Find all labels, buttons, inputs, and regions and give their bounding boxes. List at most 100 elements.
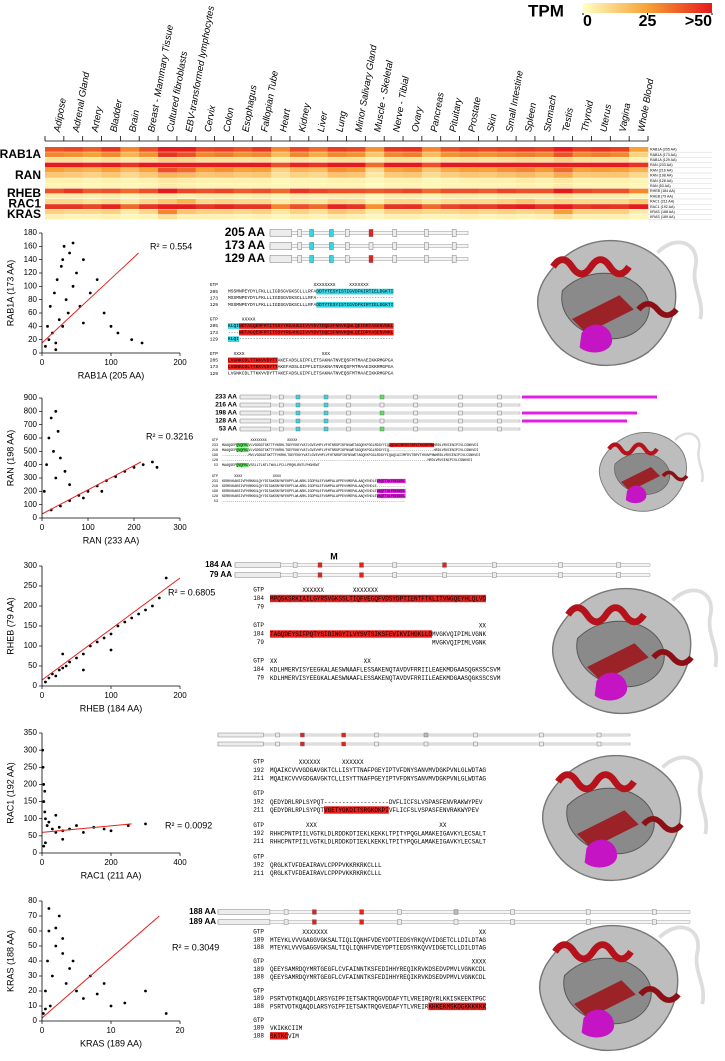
heatmap-cell — [308, 214, 328, 220]
sequence-segment: MSSMNPEYDYLFKLLLIGDSGVGKSCLLLRFA — [228, 302, 316, 308]
sequence-row: QEEYSAMRDQYMRTGEGFLCVFAINNTKSFEDIHHYREQI… — [270, 974, 486, 981]
x-tick-label: 0 — [40, 858, 45, 867]
heatmap-cell — [45, 199, 65, 204]
exon — [616, 572, 621, 578]
y-tick-label: 800 — [24, 406, 38, 415]
heatmap-cell — [308, 209, 328, 215]
alignment-row-label: 205 — [210, 289, 219, 295]
heatmap-cell — [176, 162, 197, 168]
sequence-segment: XXXXXXX XX — [270, 929, 486, 936]
heatmap-cell — [214, 152, 234, 157]
heatmap-cell — [534, 173, 555, 178]
exon — [345, 229, 350, 237]
heatmap-cell — [497, 209, 517, 215]
exon — [329, 255, 334, 263]
heatmap-cell — [365, 162, 385, 168]
heatmap-cell — [271, 199, 291, 204]
alignment-row-label: 233 — [212, 444, 218, 448]
scatter-point — [55, 278, 59, 282]
heatmap-cell — [63, 147, 83, 152]
isoform-structure-label: 205 AA — [225, 225, 266, 239]
sequence-segment: ---------------------- — [389, 449, 434, 453]
tissue-label: Esophagus — [240, 84, 259, 133]
scatter-point — [102, 982, 106, 985]
heatmap-cell — [45, 178, 65, 183]
heatmap-cell — [553, 178, 573, 183]
exon — [234, 562, 281, 568]
r-squared: R² = 0.0092 — [165, 820, 212, 830]
alignment-row-label: 53 — [214, 464, 218, 468]
isoform-label: RAN (198 AA) — [650, 174, 673, 178]
helix — [552, 941, 634, 963]
heatmap-cell — [516, 152, 536, 157]
heatmap-cell — [308, 167, 328, 173]
heatmap-cell — [572, 162, 592, 168]
heatmap-cell — [139, 152, 159, 157]
x-tick-label: 20 — [176, 1026, 185, 1035]
exon — [239, 426, 271, 432]
heatmap-cell — [45, 204, 65, 209]
heatmap-cell — [195, 188, 215, 194]
heatmap-cell — [459, 183, 479, 189]
heatmap-cell — [327, 188, 347, 194]
heatmap-cell — [591, 214, 611, 220]
sequence-row: LVGNKCDLTTKKVVDYTTAKEFADSLGIPFLETSAKNATN… — [228, 358, 394, 364]
scatter-point — [47, 820, 51, 824]
heatmap-cell — [629, 199, 649, 204]
isoform-label: RAN (128 AA) — [650, 179, 673, 183]
y-tick-label: 300 — [24, 473, 38, 482]
heatmap-cell — [497, 214, 517, 220]
heatmap-cell — [63, 178, 83, 183]
heatmap-cell — [233, 147, 253, 152]
sequence-segment: AKEFADSLGIPFLETSAKNATNVEQSFMTMAAEIKKRMGP… — [278, 358, 394, 364]
heatmap-cell — [271, 204, 291, 209]
heatmap-cell — [534, 193, 555, 199]
heatmap-cell — [195, 183, 215, 189]
heatmap-cell — [308, 199, 328, 204]
sequence-segment: XXXXX — [228, 317, 256, 323]
alignment-row-label: 198 — [212, 490, 218, 494]
scatter-point — [44, 1007, 47, 1011]
isoform-label: RAC1 (211 AA) — [650, 200, 674, 204]
heatmap-cell — [610, 183, 630, 189]
sequence-segment: PSRTVDTKQAQDLARSYGIPFIETSAKTRQGVDDAFYTLV… — [270, 995, 486, 1002]
exon — [359, 919, 364, 925]
y-tick-label: 100 — [24, 641, 38, 650]
heatmap-cell — [82, 199, 102, 204]
alignment-row-label: 216 — [212, 485, 218, 489]
scatter-point — [54, 944, 58, 948]
sequence-segment: KLQI — [228, 323, 239, 329]
heatmap-cell — [497, 157, 517, 163]
heatmap-cell — [591, 157, 611, 163]
scatter-point — [47, 907, 51, 910]
sequence-segment: KDRKVKAKSIVFHRKKNLQYYDISAKSNYNFEKPFLWLAR… — [222, 495, 377, 499]
heatmap-cell — [346, 183, 366, 189]
sequence-segment: MQAIKCVVVGDGAVGKTCLLISYTTNAFPGEYIPTVFDNY… — [270, 767, 486, 774]
heatmap-cell — [289, 147, 310, 152]
heatmap-cell — [629, 162, 649, 168]
heatmap-cell — [214, 178, 234, 183]
alignment-row-label: 188 — [253, 944, 264, 951]
alignment-row-label: 128 — [212, 495, 218, 499]
y-tick-label: 80 — [28, 896, 37, 905]
heatmap-cell — [591, 147, 611, 152]
heatmap-cell — [101, 152, 121, 157]
heatmap-cell — [308, 173, 328, 178]
heatmap-cell — [403, 204, 423, 209]
heatmap-cell — [553, 209, 573, 215]
heatmap-cell — [120, 147, 140, 152]
strand — [587, 643, 649, 682]
isoform-label: RAN (233 AA) — [650, 163, 673, 167]
y-tick-label: 200 — [24, 601, 38, 610]
heatmap-cell — [346, 209, 366, 215]
y-tick-label: 100 — [24, 281, 38, 290]
heatmap-cell — [384, 147, 404, 152]
sequence-segment: QVQFKL — [236, 464, 248, 468]
alignment-row-label: GTP — [253, 622, 264, 629]
sequence-row: PSRTVDTKQAQDLARSYGIPFIETSAKTRQGVDDAFYTLV… — [270, 995, 486, 1002]
sequence-highlight — [316, 288, 394, 295]
sequence-row: LVGNKCDLTTKKVVDYTTAKEFADSLGIPFLETSAKNATN… — [228, 371, 394, 377]
heatmap-cell — [516, 162, 536, 168]
heatmap-cell — [252, 209, 272, 215]
heatmap-cell — [252, 152, 272, 157]
